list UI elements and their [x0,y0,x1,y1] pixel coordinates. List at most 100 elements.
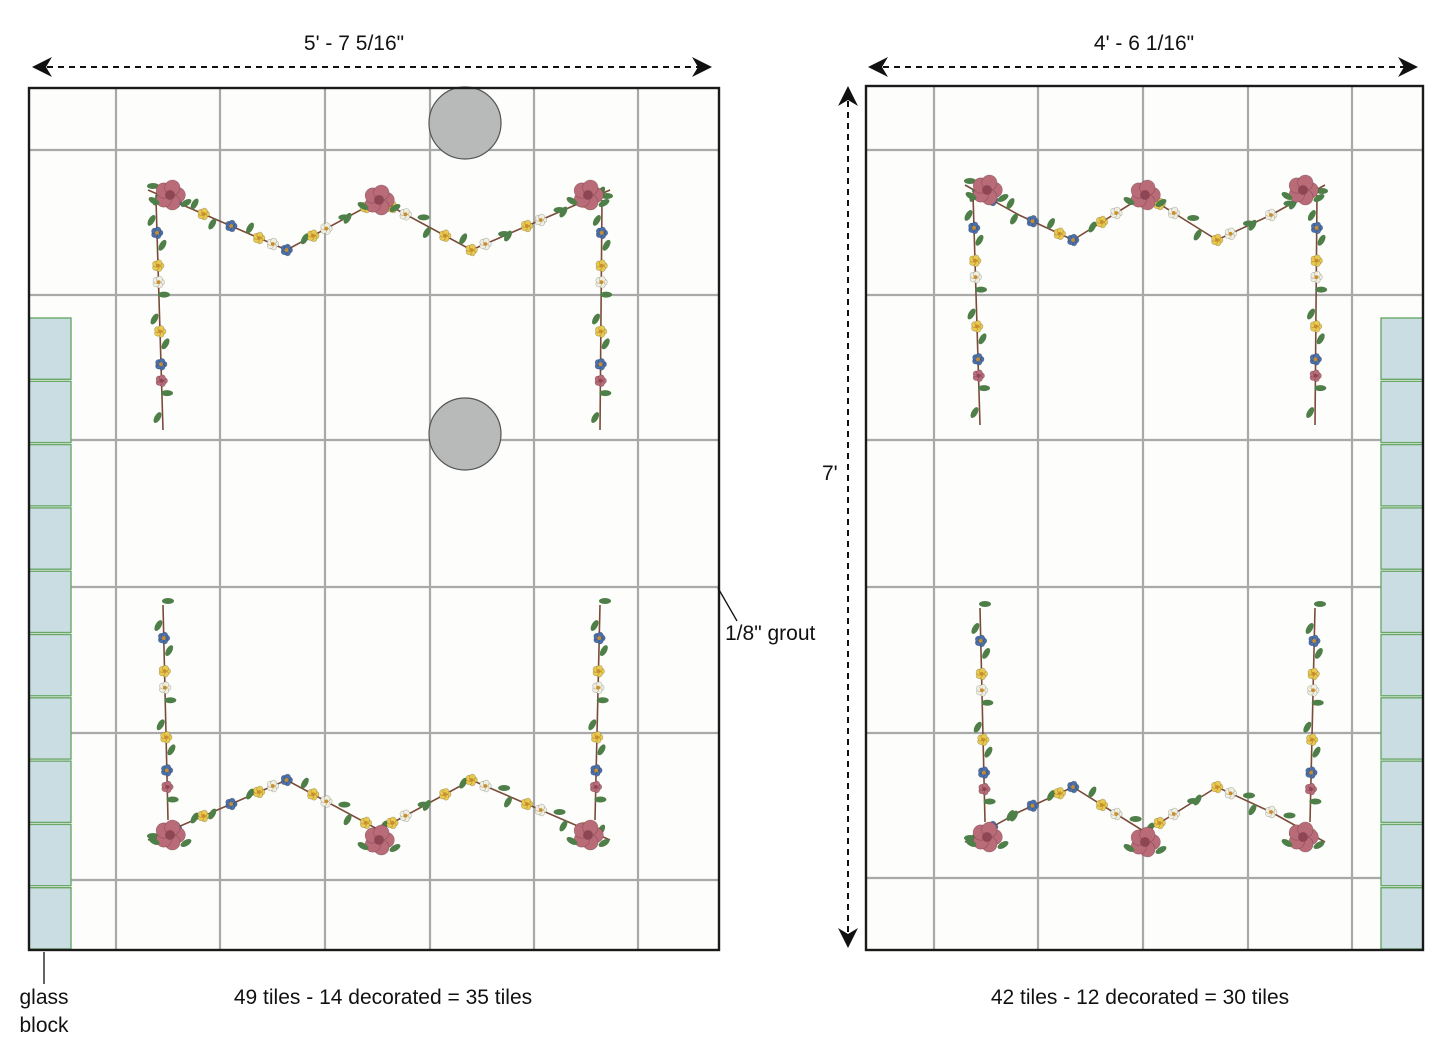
rose-flower [573,819,604,851]
right-wall-decorated-tiles [964,174,1328,858]
leaf [422,227,431,238]
left-wall [27,57,738,984]
left-wall-frame [27,86,721,952]
leaf [979,601,991,607]
leaf [1193,229,1202,241]
leaf [1006,810,1015,821]
small-flower [155,358,168,371]
glass-block [28,380,72,444]
small-flower [266,779,280,793]
small-flower [1168,206,1181,220]
small-flower [1310,320,1323,333]
small-flower [1310,221,1324,235]
leaf [984,746,993,758]
leaf [601,338,610,350]
small-flower [307,788,320,801]
small-flower [1026,799,1039,812]
small-flower [592,664,605,678]
rose-flower [573,179,604,211]
leaf [590,620,599,631]
small-flower [152,275,165,289]
small-flower [521,219,534,233]
small-flower [439,788,452,801]
small-flower [1067,780,1080,794]
leaf [600,291,613,298]
leaf [417,214,430,221]
leaf [997,194,1009,202]
small-flower [1211,233,1224,247]
leaf [180,199,192,207]
leaf [338,801,351,808]
glass-block-label-line1: glass [19,986,69,1009]
small-flower [1309,353,1322,366]
small-flower [976,684,989,697]
small-flower [1026,215,1039,228]
small-flower [1053,227,1066,240]
leaf [967,308,976,320]
right-wall-tile-count: 42 tiles - 12 decorated = 30 tiles [990,986,1290,1009]
small-flower [1053,787,1066,800]
right-wall-tile-field [866,86,1423,950]
leaf [190,812,199,824]
leaf [592,313,600,325]
leaf [357,202,369,210]
leaf [1193,794,1202,806]
leaf [161,338,170,350]
small-flower [159,681,172,694]
small-flower [266,237,280,251]
leaf [983,798,996,805]
glass-block [28,570,72,634]
leaf [1006,198,1015,209]
small-flower [479,779,492,793]
rose-flower [364,824,395,856]
leaf [602,239,611,251]
leaf [559,206,568,218]
right-wall-grout-lines [866,86,1423,950]
leaf [1283,812,1296,819]
leaf [978,385,990,392]
leaf [156,719,165,731]
small-flower [971,320,984,333]
small-flower [969,254,982,267]
small-flower [465,243,478,257]
leaf [1314,385,1327,392]
rose-flower [1288,821,1319,853]
leaf [164,697,177,704]
leaf [975,234,984,246]
leaf [982,647,991,659]
rose-flower [978,782,991,796]
leaf [504,796,512,808]
leaf [1281,839,1293,847]
leaf [1313,841,1325,849]
glass-block [28,823,72,887]
small-flower [1096,215,1109,229]
leaf [357,842,369,850]
glass-block [1380,760,1424,824]
small-flower [161,764,174,777]
small-flower [593,631,606,645]
leaf [598,839,610,847]
leaf [965,192,977,200]
glass-block [28,507,72,570]
leaf [459,233,468,245]
shower-head-fixture [428,86,502,160]
small-flower [591,731,604,744]
small-flower [157,631,171,645]
glass-block-label-line2: block [19,1014,69,1037]
leaf [1088,786,1097,798]
small-flower [1305,766,1318,779]
leaf [1129,816,1142,822]
small-flower [974,634,988,648]
leaf [389,204,401,212]
leaf [504,230,512,242]
leaf [165,645,174,657]
small-flower [1310,254,1323,267]
leaf [422,800,431,811]
small-flower [320,222,333,235]
rose-flower [589,780,603,794]
small-flower [158,664,171,678]
leaf [1316,333,1325,345]
left-wall-grout-lines [29,88,719,950]
rose-flower [972,821,1003,853]
leaf [596,697,609,704]
